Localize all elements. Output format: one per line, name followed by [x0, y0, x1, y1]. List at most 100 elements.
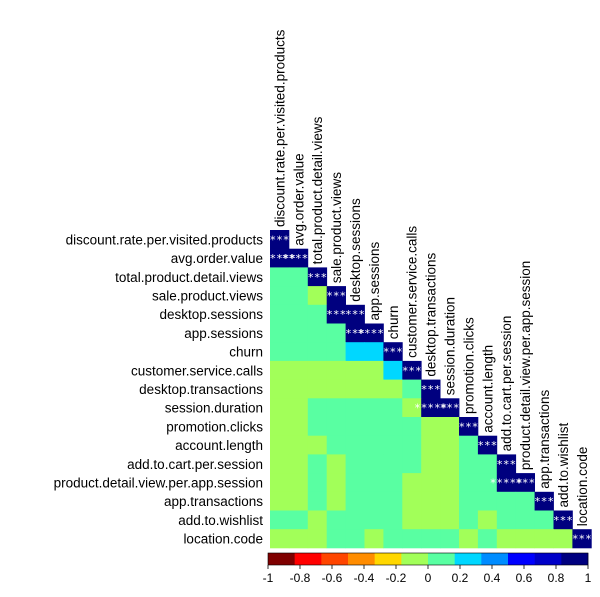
heatmap-cell — [496, 491, 517, 511]
heatmap-cell — [553, 510, 573, 530]
heatmap-cell — [307, 473, 328, 493]
column-label: app.sessions — [367, 241, 382, 320]
significance-label: *** — [402, 364, 422, 377]
column-label: desktop.sessions — [348, 198, 363, 302]
heatmap-cell — [459, 529, 479, 549]
significance-label: *** — [553, 514, 573, 527]
heatmap-cell — [402, 398, 422, 418]
heatmap-cell — [459, 491, 479, 511]
heatmap-cell — [345, 323, 365, 343]
significance-label: ***** — [263, 252, 296, 265]
heatmap-cell — [326, 323, 346, 343]
heatmap-cell — [459, 454, 479, 474]
heatmap-cell — [326, 304, 346, 324]
color-legend — [267, 552, 589, 566]
legend-swatch — [294, 553, 322, 565]
heatmap-cell — [383, 491, 403, 511]
heatmap-cell — [307, 510, 328, 530]
heatmap-cell — [307, 529, 328, 549]
heatmap-cell — [421, 454, 441, 474]
heatmap-cells — [270, 230, 592, 549]
heatmap-cell — [496, 510, 517, 530]
legend-swatch — [401, 553, 429, 565]
heatmap-cell — [288, 304, 309, 324]
row-label: add.to.cart.per.session — [127, 457, 263, 472]
heatmap-cell — [440, 417, 460, 437]
heatmap-cell — [383, 510, 403, 530]
heatmap-cell — [345, 454, 365, 474]
heatmap-cell — [326, 342, 346, 362]
heatmap-cell — [326, 360, 346, 380]
significance-labels: ********************** ******************… — [263, 233, 592, 545]
significance-label: *** — [345, 308, 365, 321]
heatmap-cell — [364, 510, 384, 530]
heatmap-cell — [459, 435, 479, 455]
heatmap-cell — [345, 529, 365, 549]
heatmap-cell — [421, 398, 441, 418]
legend-swatch — [374, 553, 402, 565]
legend-swatch — [348, 553, 375, 565]
heatmap-cell — [326, 417, 346, 437]
heatmap-cell — [515, 491, 535, 511]
row-label: app.sessions — [184, 326, 263, 341]
row-label: promotion.clicks — [166, 419, 263, 434]
heatmap-cell — [345, 491, 365, 511]
heatmap-cell — [459, 473, 479, 493]
heatmap-cell — [496, 473, 517, 493]
heatmap-cell — [345, 435, 365, 455]
heatmap-cell — [383, 473, 403, 493]
heatmap-cell — [383, 379, 403, 399]
heatmap-cell — [270, 435, 290, 455]
heatmap-cell — [345, 360, 365, 380]
significance-label: *** — [307, 271, 327, 284]
heatmap-cell — [402, 417, 422, 437]
heatmap-cell — [288, 491, 309, 511]
heatmap-cell — [307, 360, 328, 380]
row-label: total.product.detail.views — [115, 270, 263, 285]
heatmap-cell — [326, 491, 346, 511]
row-label: add.to.wishlist — [178, 513, 263, 528]
heatmap-cell — [288, 342, 309, 362]
heatmap-cell — [345, 510, 365, 530]
row-label: product.detail.view.per.app.session — [54, 475, 263, 490]
heatmap-cell — [383, 417, 403, 437]
heatmap-cell — [421, 417, 441, 437]
legend-swatch — [454, 553, 482, 565]
legend-swatch — [268, 553, 295, 565]
heatmap-cell — [288, 398, 309, 418]
heatmap-cell — [515, 510, 535, 530]
heatmap-cell — [364, 323, 384, 343]
heatmap-cell — [402, 454, 422, 474]
heatmap-cell — [288, 248, 309, 268]
row-label: churn — [229, 345, 263, 360]
heatmap-cell — [307, 342, 328, 362]
heatmap-cell — [288, 286, 309, 306]
heatmap-cell — [288, 473, 309, 493]
legend-swatch — [561, 553, 589, 565]
heatmap-cell — [364, 529, 384, 549]
heatmap-cell — [477, 435, 498, 455]
heatmap-cell — [364, 491, 384, 511]
row-label: avg.order.value — [171, 251, 263, 266]
heatmap-cell — [307, 435, 328, 455]
legend-swatch — [534, 553, 562, 565]
heatmap-cell — [364, 360, 384, 380]
legend-tick-label: -1 — [263, 571, 274, 585]
color-legend-ticks: -1 -0.8 -0.6 -0.4 -0.2 0 0.2 0.4 0.6 0.8 1 — [263, 565, 592, 585]
heatmap-cell — [383, 398, 403, 418]
heatmap-cell — [477, 529, 498, 549]
heatmap-cell — [402, 491, 422, 511]
column-label: app.transactions — [537, 389, 552, 488]
heatmap-cell — [270, 286, 290, 306]
heatmap-cell — [496, 454, 517, 474]
heatmap-cell — [572, 529, 592, 549]
heatmap-cell — [402, 510, 422, 530]
significance-label: *** — [421, 383, 441, 396]
heatmap-cell — [421, 473, 441, 493]
significance-label: *** — [534, 495, 554, 508]
significance-label: *** — [270, 233, 290, 246]
column-label: avg.order.value — [291, 153, 306, 245]
significance-label: *** — [515, 476, 535, 489]
heatmap-cell — [270, 230, 290, 250]
heatmap-cell — [307, 379, 328, 399]
